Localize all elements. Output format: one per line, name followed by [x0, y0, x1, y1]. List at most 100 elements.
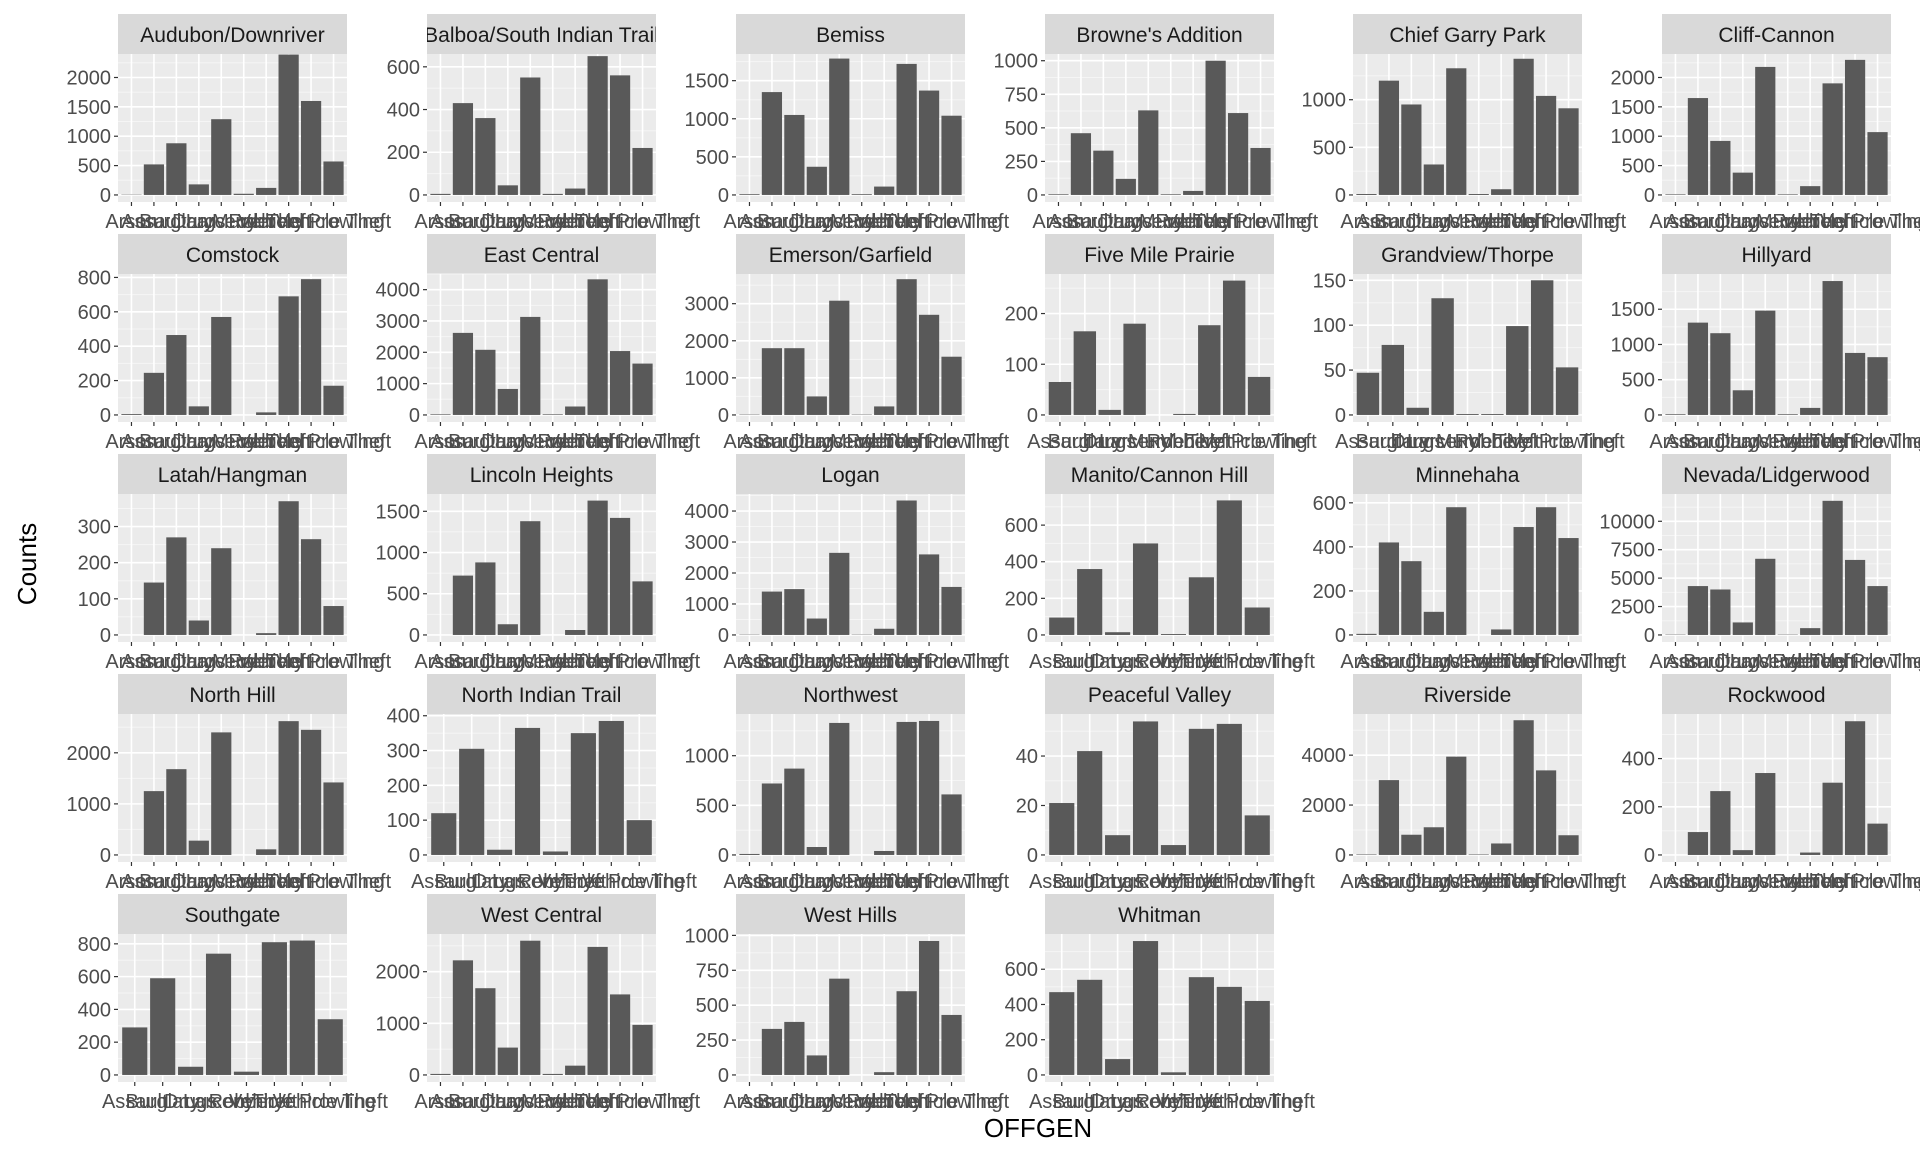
- bar-vehicle-prowling: [1535, 95, 1557, 195]
- bar-burglary: [166, 143, 187, 195]
- x-tick-label: Theft: [252, 1091, 298, 1113]
- bar-vehicle-prowling: [1530, 280, 1554, 415]
- facet-panel: Comstock 0 200 400 600 800 ArsonAssaultBurglar…: [78, 234, 392, 453]
- bar-theft: [1822, 782, 1843, 855]
- facet-strip: [736, 894, 965, 934]
- x-tick-label: Larceny: [1407, 431, 1478, 453]
- x-tick-label: Larceny: [495, 211, 566, 233]
- y-tick-label: 500: [696, 147, 729, 169]
- bar-theft: [896, 991, 917, 1075]
- x-tick-label: Theft: [575, 431, 621, 453]
- x-tick-label: Larceny: [492, 871, 563, 893]
- bar-assault: [1049, 803, 1075, 855]
- bar-assault: [761, 92, 783, 195]
- bar-robbery: [542, 851, 569, 855]
- y-tick-label: 600: [1005, 515, 1038, 537]
- bar-murder: [233, 193, 254, 195]
- y-tick-label: 300: [78, 517, 111, 539]
- x-tick-label: Burglary: [1374, 871, 1448, 893]
- y-tick-label: 200: [78, 371, 111, 393]
- y-tick-label: 0: [1027, 405, 1038, 427]
- bar-theft: [1198, 325, 1221, 415]
- bar-vehicle-theft: [1558, 538, 1579, 635]
- x-tick-label: Burglary: [448, 431, 522, 453]
- x-tick-label: Assault: [430, 431, 496, 453]
- bar-larceny: [1132, 543, 1159, 635]
- facet-strip-label: Logan: [821, 464, 879, 487]
- facet-strip: [1662, 14, 1891, 54]
- x-tick-label: Murder: [830, 1091, 894, 1113]
- y-tick-label: 0: [100, 625, 111, 647]
- y-tick-label: 200: [78, 1032, 111, 1054]
- bar-arson: [430, 193, 451, 195]
- y-tick-label: 4000: [685, 501, 730, 523]
- facet-strip: [1662, 234, 1891, 274]
- bar-drugs: [1406, 407, 1429, 415]
- x-tick-label: Larceny: [183, 1091, 254, 1113]
- bar-burglary: [784, 768, 805, 855]
- x-tick-label: Robbery: [1136, 651, 1212, 673]
- bar-larceny: [1446, 68, 1467, 195]
- x-tick-label: Drugs: [1407, 871, 1460, 893]
- x-tick-label: Robbery: [1136, 1091, 1212, 1113]
- x-tick-label: Vehicle Theft: [1820, 211, 1920, 233]
- y-tick-label: 0: [1335, 845, 1346, 867]
- bar-theft: [1188, 728, 1214, 855]
- x-tick-label: Theft: [884, 211, 930, 233]
- facet-panel: Whitman 0 200 400 600 AssaultBurglaryDrugsLar…: [1005, 894, 1315, 1113]
- y-tick-label: 0: [718, 845, 729, 867]
- x-tick-label: Assault: [121, 871, 187, 893]
- x-tick-label: Larceny: [186, 871, 257, 893]
- x-tick-label: Theft: [1186, 431, 1232, 453]
- facet-strip-label: Chief Garry Park: [1389, 24, 1546, 47]
- bar-vehicle-prowling: [1844, 59, 1866, 195]
- bar-burglary: [1073, 331, 1097, 415]
- y-tick-label: 0: [409, 405, 420, 427]
- bar-vehicle-theft: [941, 1014, 962, 1075]
- facet-strip: [1353, 674, 1582, 714]
- bar-theft: [1513, 527, 1534, 635]
- x-tick-label: Vehicle Prowling: [1165, 211, 1312, 233]
- bar-assault: [431, 813, 457, 855]
- x-tick-label: Vehicle Prowling: [1161, 431, 1308, 453]
- x-tick-label: Arson: [1649, 871, 1701, 893]
- bar-assault: [143, 582, 165, 635]
- x-tick-label: Assault: [1665, 651, 1731, 673]
- bar-burglary: [475, 988, 496, 1075]
- x-tick-label: Assault: [1029, 651, 1095, 673]
- bar-burglary: [1077, 751, 1103, 855]
- bar-vehicle-prowling: [1222, 280, 1246, 415]
- x-tick-label: Vehicle Prowling: [1156, 651, 1303, 673]
- x-tick-label: Vehicle Theft: [1511, 211, 1627, 233]
- y-tick-label: 2000: [1611, 67, 1656, 89]
- x-tick-label: Murder: [521, 211, 585, 233]
- bar-theft: [896, 63, 917, 195]
- x-tick-label: Assault: [430, 211, 496, 233]
- x-tick-label: Robbery: [1772, 651, 1848, 673]
- y-tick-label: 0: [409, 1065, 420, 1087]
- y-tick-label: 750: [1005, 84, 1038, 106]
- bar-vehicle-theft: [632, 1024, 653, 1075]
- facet-panel: North Indian Trail 0 100 200 300 400 AssaultBu…: [387, 674, 697, 893]
- facet-strip-label: Peaceful Valley: [1088, 684, 1232, 707]
- bar-vehicle-prowling: [918, 90, 940, 195]
- x-tick-label: Burglary: [1052, 1091, 1126, 1113]
- x-tick-label: Larceny: [804, 431, 875, 453]
- x-tick-label: Murder: [212, 871, 276, 893]
- x-tick-label: Robbery: [846, 1091, 922, 1113]
- bar-vehicle-theft: [1555, 367, 1579, 415]
- x-tick-label: Assault: [121, 211, 187, 233]
- bar-burglary: [784, 589, 805, 635]
- y-tick-label: 200: [1005, 304, 1038, 326]
- x-tick-label: Vehicle Theft: [1511, 651, 1627, 673]
- bar-drugs: [188, 406, 209, 415]
- facet-panel: Grandview/Thorpe 0 50 100 150 AssaultBurglary…: [1313, 234, 1625, 453]
- facet-panel: Bemiss 0 500 1000 1500 ArsonAssaultBurglaryDr…: [685, 14, 1010, 233]
- y-tick-label: 2000: [376, 342, 421, 364]
- y-tick-label: 20: [1016, 795, 1038, 817]
- x-tick-label: Larceny: [1099, 431, 1170, 453]
- x-tick-label: Arson: [414, 1091, 466, 1113]
- y-tick-label: 500: [696, 995, 729, 1017]
- x-tick-label: Assault: [739, 871, 805, 893]
- x-tick-label: Drugs: [1716, 651, 1769, 673]
